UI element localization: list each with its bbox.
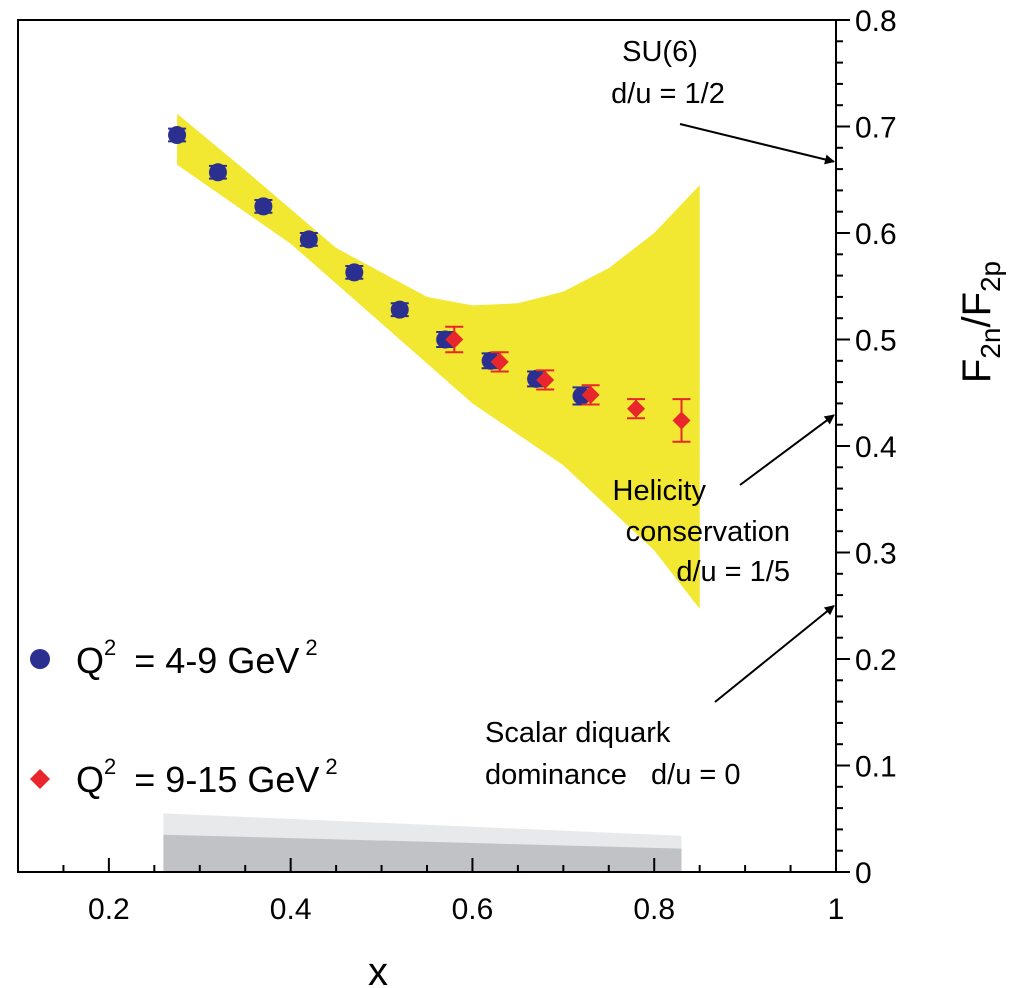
legend-marker-diamond (30, 769, 50, 789)
arrow-diquark (714, 604, 835, 703)
annotation-su6-line2: d/u = 1/2 (611, 78, 725, 110)
axis-ticks (17, 19, 850, 873)
x-axis-title: x (368, 950, 388, 988)
annotation-su6-line1: SU(6) (622, 36, 698, 68)
data-point (208, 163, 227, 182)
y-axis-title-sub2: 2p (975, 261, 1006, 292)
data-point (536, 370, 555, 389)
legend-1-sup2: 2 (305, 635, 317, 660)
axis-tick-labels: 0.2 0.4 0.6 0.8 10 0.1 0.2 0.3 0.4 0.5 0.6 0.7 0.8 (88, 5, 897, 926)
data-point (581, 385, 600, 404)
y-axis-title-base: F (955, 359, 999, 383)
systematic-band-dark (163, 834, 682, 872)
systematic-band (163, 813, 682, 872)
y-tick-label: 0.1 (855, 751, 897, 784)
legend-1-q: Q (76, 640, 104, 681)
data-point (627, 399, 646, 418)
legend-label-series-1: Q2 = 4-9 GeV 2 (76, 635, 318, 681)
model-band (177, 113, 700, 609)
legend-item-series-2: Q2 = 9-15 GeV 2 (30, 754, 338, 800)
data-point (254, 197, 273, 216)
legend-label-series-2: Q2 = 9-15 GeV 2 (76, 754, 338, 800)
y-tick-label: 0.3 (855, 538, 897, 571)
series-1 (168, 126, 591, 406)
legend: Q2 = 4-9 GeV 2 Q2 = 9-15 GeV 2 (30, 635, 338, 800)
annotation-diquark-line2: dominance d/u = 0 (485, 759, 741, 791)
y-tick-label: 0.7 (855, 112, 897, 145)
annotation-diquark: Scalar diquark dominance d/u = 0 (485, 604, 835, 791)
legend-1-sup: 2 (104, 635, 116, 660)
y-tick-label: 0 (855, 857, 872, 890)
model-band-area (177, 113, 700, 609)
annotation-helicity-line1: Helicity (613, 475, 707, 507)
data-point (490, 352, 509, 371)
y-tick-label: 0.2 (855, 644, 897, 677)
data-point (436, 330, 455, 349)
y-tick-label: 0.4 (855, 431, 897, 464)
x-tick-label: 0.6 (452, 893, 494, 926)
legend-1-rest: = 4-9 GeV (134, 640, 299, 681)
data-point (390, 300, 409, 319)
legend-item-series-1: Q2 = 4-9 GeV 2 (30, 635, 318, 681)
x-tick-label: 0.2 (88, 893, 130, 926)
legend-2-sup: 2 (104, 754, 116, 779)
data-point (672, 411, 691, 430)
annotation-helicity-line3: d/u = 1/5 (676, 556, 790, 588)
y-axis-title-sep: /F (955, 292, 999, 328)
data-point (345, 263, 364, 282)
legend-marker-circle (30, 649, 50, 669)
x-tick-label: 0.8 (633, 893, 675, 926)
data-point (168, 126, 187, 145)
data-point (445, 330, 464, 349)
legend-2-q: Q (76, 759, 104, 800)
legend-2-rest: = 9-15 GeV (134, 759, 319, 800)
y-tick-label: 0.8 (855, 5, 897, 38)
data-series (168, 126, 691, 443)
annotation-diquark-line1: Scalar diquark (485, 717, 671, 749)
y-tick-label: 0.6 (855, 218, 897, 251)
y-tick-label: 0.5 (855, 325, 897, 358)
x-tick-label: 1 (828, 893, 845, 926)
annotation-helicity-line2: conservation (626, 516, 790, 548)
y-axis-title: F2n/F2p (955, 261, 1006, 383)
data-point (299, 230, 318, 249)
annotation-helicity: Helicity conservation d/u = 1/5 (613, 414, 835, 588)
annotation-su6: SU(6) d/u = 1/2 (611, 36, 835, 165)
legend-2-sup2: 2 (325, 754, 337, 779)
plot-frame (17, 19, 837, 873)
arrow-helicity (739, 414, 835, 486)
series-2 (445, 325, 691, 443)
x-tick-label: 0.4 (270, 893, 312, 926)
y-axis-title-sub1: 2n (975, 328, 1006, 359)
arrow-su6 (679, 123, 835, 165)
